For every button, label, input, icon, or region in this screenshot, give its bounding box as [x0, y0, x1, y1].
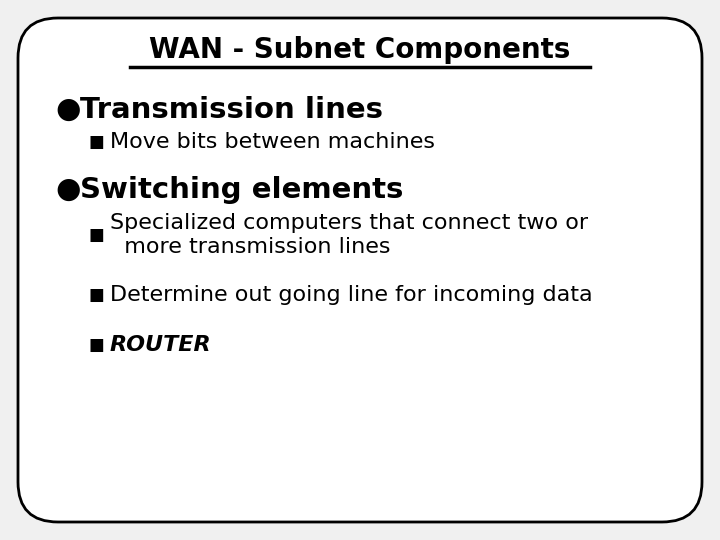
FancyBboxPatch shape: [18, 18, 702, 522]
Text: ■: ■: [88, 226, 104, 244]
Text: WAN - Subnet Components: WAN - Subnet Components: [149, 36, 571, 64]
Text: ●: ●: [55, 96, 81, 124]
Text: Determine out going line for incoming data: Determine out going line for incoming da…: [110, 285, 593, 305]
Text: ■: ■: [88, 133, 104, 151]
Text: Switching elements: Switching elements: [80, 176, 403, 204]
Text: ROUTER: ROUTER: [110, 335, 212, 355]
Text: Move bits between machines: Move bits between machines: [110, 132, 435, 152]
Text: ■: ■: [88, 336, 104, 354]
Text: Specialized computers that connect two or
  more transmission lines: Specialized computers that connect two o…: [110, 213, 588, 256]
Text: ■: ■: [88, 286, 104, 304]
Text: ●: ●: [55, 176, 81, 204]
Text: Transmission lines: Transmission lines: [80, 96, 383, 124]
